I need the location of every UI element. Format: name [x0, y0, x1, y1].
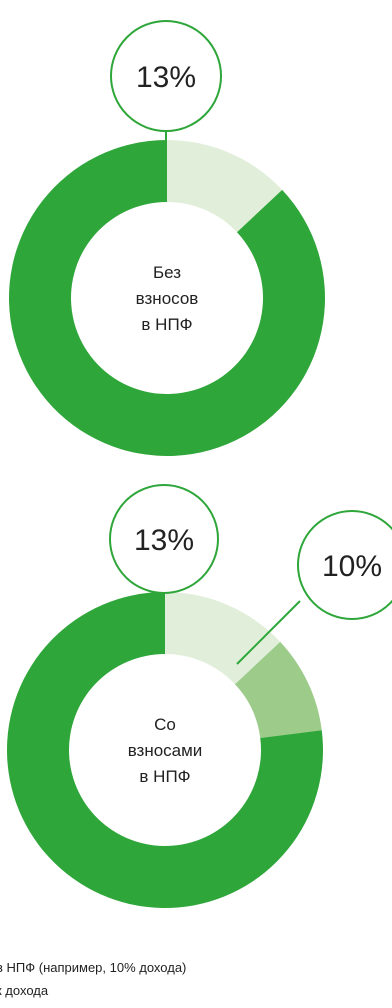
donut-center-label-line: в НПФ	[139, 767, 190, 786]
donut-slice-1	[165, 592, 281, 685]
callout-bubble	[110, 20, 222, 132]
donut-chart-without-contributions: Без взносов в НПФ 13%	[9, 20, 326, 456]
donut-slice-1	[167, 140, 283, 233]
donut-slice-2	[234, 641, 322, 738]
donut-center-label-line: взносами	[128, 741, 203, 760]
legend-line-1: в НПФ (например, 10% дохода)	[0, 960, 187, 975]
legend-line-2: к дохода	[0, 983, 49, 998]
donut-center-label-line: Без	[153, 263, 181, 282]
donut-center-label-line: взносов	[136, 289, 199, 308]
donut-chart-with-contributions: Со взносами в НПФ 13% 10%	[6, 484, 392, 908]
callout-percent-label: 13%	[136, 61, 196, 94]
donut-slice-3	[6, 591, 323, 908]
donut-center-label-line: в НПФ	[141, 315, 192, 334]
callout-bubble	[109, 484, 219, 594]
donut-center-label-line: Со	[154, 715, 176, 734]
callout-leader-line	[236, 600, 301, 665]
callout-percent-label: 10%	[322, 550, 382, 583]
donut-slice-2	[9, 140, 326, 456]
callout-bubble	[297, 510, 392, 620]
callout-percent-label: 13%	[134, 524, 194, 557]
